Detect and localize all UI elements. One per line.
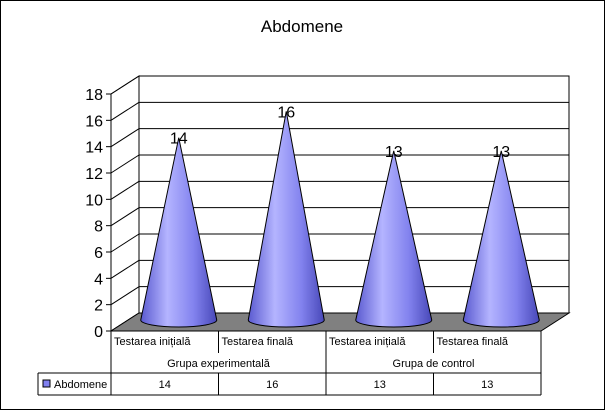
- group-label: Grupa experimentală: [167, 358, 271, 370]
- category-label: Testarea finală: [437, 336, 509, 348]
- category-label: Testarea inițială: [329, 336, 406, 348]
- data-table: Testarea inițială Testarea finală Testarea…: [37, 330, 542, 396]
- gridline-diagonal: [110, 75, 140, 95]
- data-label: 13: [385, 144, 403, 161]
- gridline-diagonal: [110, 101, 140, 121]
- y-tick-label: 12: [85, 166, 103, 183]
- table-value: 14: [159, 379, 171, 391]
- table-value: 13: [481, 379, 493, 391]
- table-value: 13: [374, 379, 386, 391]
- gridline-diagonal: [110, 128, 140, 148]
- cone-bar: [355, 150, 433, 328]
- gridline-diagonal: [110, 207, 140, 227]
- data-label: 14: [170, 131, 188, 148]
- gridline-diagonal: [110, 233, 140, 253]
- cone-bar: [247, 111, 325, 328]
- gridline-diagonal: [110, 180, 140, 200]
- gridline-diagonal: [110, 259, 140, 279]
- data-label: 16: [277, 104, 295, 121]
- y-tick-label: 8: [94, 219, 103, 236]
- cone-body: [355, 150, 433, 328]
- cone-bar: [462, 150, 540, 328]
- y-tick-label: 14: [85, 140, 103, 157]
- cone-body: [140, 137, 218, 328]
- y-tick-label: 2: [94, 298, 103, 315]
- side-wall-panel: [110, 75, 140, 332]
- chart-title: Abdomene: [261, 17, 343, 36]
- category-label: Testarea inițială: [114, 336, 191, 348]
- y-tick-label: 0: [94, 324, 103, 341]
- group-label: Grupa de control: [393, 358, 475, 370]
- y-tick-label: 18: [85, 87, 103, 104]
- cones: [140, 111, 540, 328]
- data-labels: 14 16 13 13: [170, 104, 510, 160]
- table-value: 16: [266, 379, 278, 391]
- legend-key: [42, 379, 51, 388]
- data-label: 13: [492, 144, 510, 161]
- gridline-diagonal: [110, 154, 140, 174]
- y-tick-label: 4: [94, 271, 103, 288]
- cone-bar: [140, 137, 218, 328]
- gridline-diagonal: [110, 286, 140, 306]
- category-label: Testarea finală: [222, 336, 294, 348]
- y-tick-label: 16: [85, 113, 103, 130]
- legend-series-name: Abdomene: [54, 379, 107, 391]
- cone-body: [247, 111, 325, 328]
- cone-body: [462, 150, 540, 328]
- y-tick-label: 10: [85, 192, 103, 209]
- y-tick-label: 6: [94, 245, 103, 262]
- y-axis: 0 2 4 6 8 10 12 14 16 18: [85, 87, 112, 341]
